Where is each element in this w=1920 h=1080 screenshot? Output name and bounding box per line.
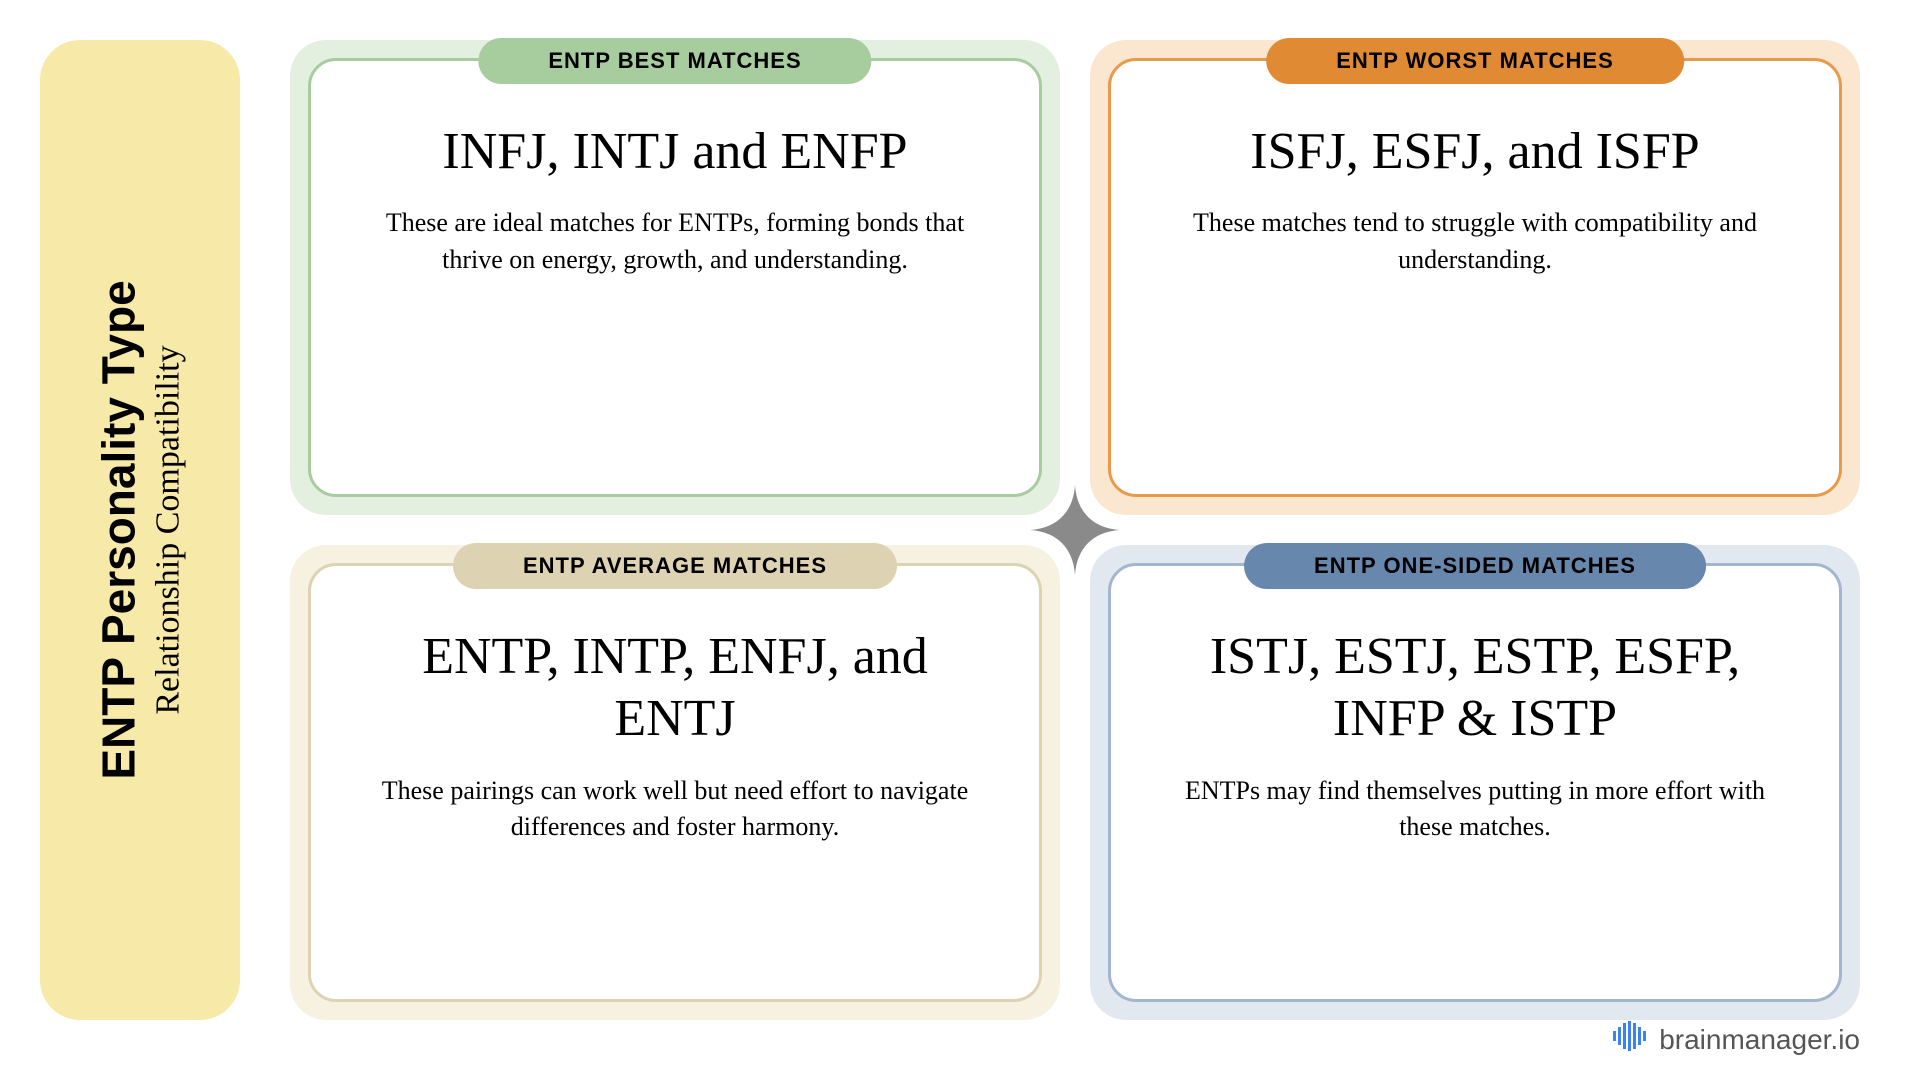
brand-footer: brainmanager.io: [1613, 1021, 1860, 1058]
average-heading: ENTP, INTP, ENFJ, and ENTJ: [361, 626, 989, 751]
star-icon: [1030, 485, 1120, 575]
card-average-matches: ENTP AVERAGE MATCHES ENTP, INTP, ENFJ, a…: [290, 545, 1060, 1020]
pill-onesided: ENTP ONE-SIDED MATCHES: [1244, 543, 1706, 589]
average-desc: These pairings can work well but need ef…: [361, 773, 989, 846]
brand-icon: [1613, 1021, 1649, 1058]
pill-average: ENTP AVERAGE MATCHES: [453, 543, 897, 589]
title-sidebar: ENTP Personality Type Relationship Compa…: [40, 40, 240, 1020]
page-title: ENTP Personality Type: [92, 280, 146, 779]
page-subtitle: Relationship Compatibility: [150, 280, 188, 779]
card-best-matches: ENTP BEST MATCHES INFJ, INTJ and ENFP Th…: [290, 40, 1060, 515]
card-onesided-matches: ENTP ONE-SIDED MATCHES ISTJ, ESTJ, ESTP,…: [1090, 545, 1860, 1020]
best-desc: These are ideal matches for ENTPs, formi…: [361, 205, 989, 278]
onesided-heading: ISTJ, ESTJ, ESTP, ESFP, INFP & ISTP: [1161, 626, 1789, 751]
pill-worst: ENTP WORST MATCHES: [1266, 38, 1684, 84]
brand-name: brainmanager.io: [1659, 1024, 1860, 1056]
worst-heading: ISFJ, ESFJ, and ISFP: [1250, 121, 1699, 183]
best-heading: INFJ, INTJ and ENFP: [442, 121, 907, 183]
worst-desc: These matches tend to struggle with comp…: [1161, 205, 1789, 278]
onesided-desc: ENTPs may find themselves putting in mor…: [1161, 773, 1789, 846]
card-worst-matches: ENTP WORST MATCHES ISFJ, ESFJ, and ISFP …: [1090, 40, 1860, 515]
pill-best: ENTP BEST MATCHES: [478, 38, 871, 84]
cards-grid: ENTP BEST MATCHES INFJ, INTJ and ENFP Th…: [290, 40, 1860, 1020]
